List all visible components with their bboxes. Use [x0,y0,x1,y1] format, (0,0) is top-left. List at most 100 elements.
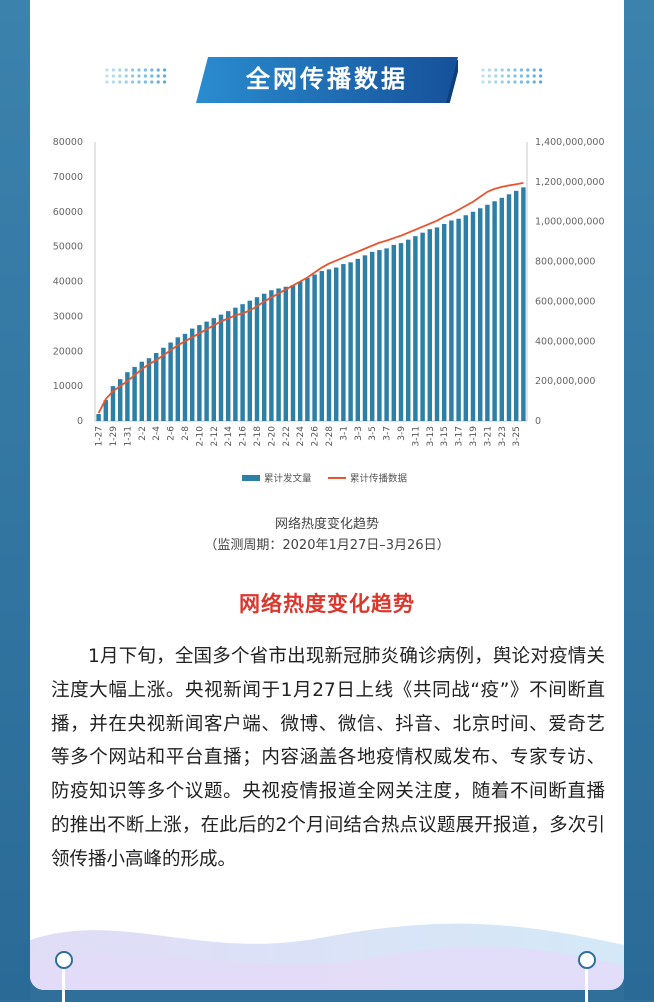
x-tick-label: 3-7 [383,426,393,441]
bar [521,187,526,421]
dot [163,68,167,72]
right-border [624,0,654,1000]
bar [297,281,303,421]
right-tick-label: 0 [535,416,541,427]
title-banner [196,57,458,103]
bar [499,197,505,421]
left-tick-label: 30000 [53,311,83,322]
bar [96,414,101,421]
dot [163,80,167,84]
dot [137,80,141,84]
right-tick-label: 1,400,000,000 [535,137,605,148]
x-tick-label: 2-26 [311,426,321,447]
left-tick-label: 20000 [53,346,83,357]
dot [137,68,141,72]
dot [532,68,536,72]
x-tick-label: 2-14 [224,426,234,447]
dot [513,80,517,84]
left-tick-label: 40000 [53,277,83,288]
hook-left [55,951,73,969]
bar [110,386,116,422]
x-tick-label: 1-29 [109,426,119,447]
page-title: 全网传播数据 [246,65,408,93]
hook-stem-left [62,962,65,1002]
dot [539,80,543,84]
dot [131,68,135,72]
bar [117,379,123,421]
bar [269,290,274,421]
dot [124,80,128,84]
bar [189,328,195,421]
dots-decoration-right [481,68,543,84]
x-tick-label: 1-27 [95,426,105,446]
chart-subtitle: （监测周期：2020年1月27日–3月26日） [204,538,450,553]
dot [105,80,109,84]
dot [156,74,160,78]
bar [348,262,353,421]
x-tick-label: 3-15 [440,426,450,446]
dot [143,74,147,78]
bar [513,190,519,421]
bar [283,286,289,421]
x-tick-label: 2-18 [253,426,263,447]
bar [132,366,137,421]
dot [143,68,147,72]
x-tick-label: 2-24 [296,426,306,447]
bar [146,358,152,421]
dot [487,80,491,84]
left-tick-label: 60000 [53,207,83,218]
dot [124,68,128,72]
dot [526,80,530,84]
bar [441,223,447,421]
bar [477,208,483,421]
dot [124,74,128,78]
dot [137,74,141,78]
bar [197,325,202,421]
left-tick-label: 50000 [53,242,83,253]
dot [156,80,160,84]
dot [105,74,109,78]
bar [240,304,245,421]
dot [500,80,504,84]
x-tick-label: 3-19 [469,426,479,447]
dots-decoration-left [105,68,167,84]
dot [494,80,498,84]
bar [326,269,332,421]
hook-right [578,951,596,969]
bar [103,400,109,421]
bar [225,311,231,421]
x-tick-label: 3-25 [512,426,522,446]
bar [362,255,368,421]
bar [261,293,267,421]
x-tick-label: 3-5 [368,426,378,441]
bar [369,251,375,421]
dot [118,68,122,72]
dot [500,74,504,78]
dot [507,74,511,78]
bar [405,239,411,421]
bar [153,352,159,421]
dot [481,74,485,78]
right-tick-label: 1,200,000,000 [535,177,605,188]
dot [513,68,517,72]
bar [175,337,181,421]
x-tick-label: 2-2 [138,426,148,441]
line-series [97,181,524,414]
bar [398,243,404,421]
dot [143,80,147,84]
dot [111,74,115,78]
dot [519,80,523,84]
dot [507,80,511,84]
bar [204,321,209,421]
bar [355,258,361,421]
section-paragraph: 1月下旬，全国多个省市出现新冠肺炎确诊病例，舆论对疫情关注度大幅上涨。央视新闻于… [51,646,605,870]
bar [139,361,145,421]
bar [254,297,260,421]
dot [532,74,536,78]
bar [233,307,238,421]
x-tick-label: 2-16 [239,426,249,447]
bar [312,274,317,421]
dot [494,74,498,78]
dot [105,68,109,72]
bar [391,244,397,421]
